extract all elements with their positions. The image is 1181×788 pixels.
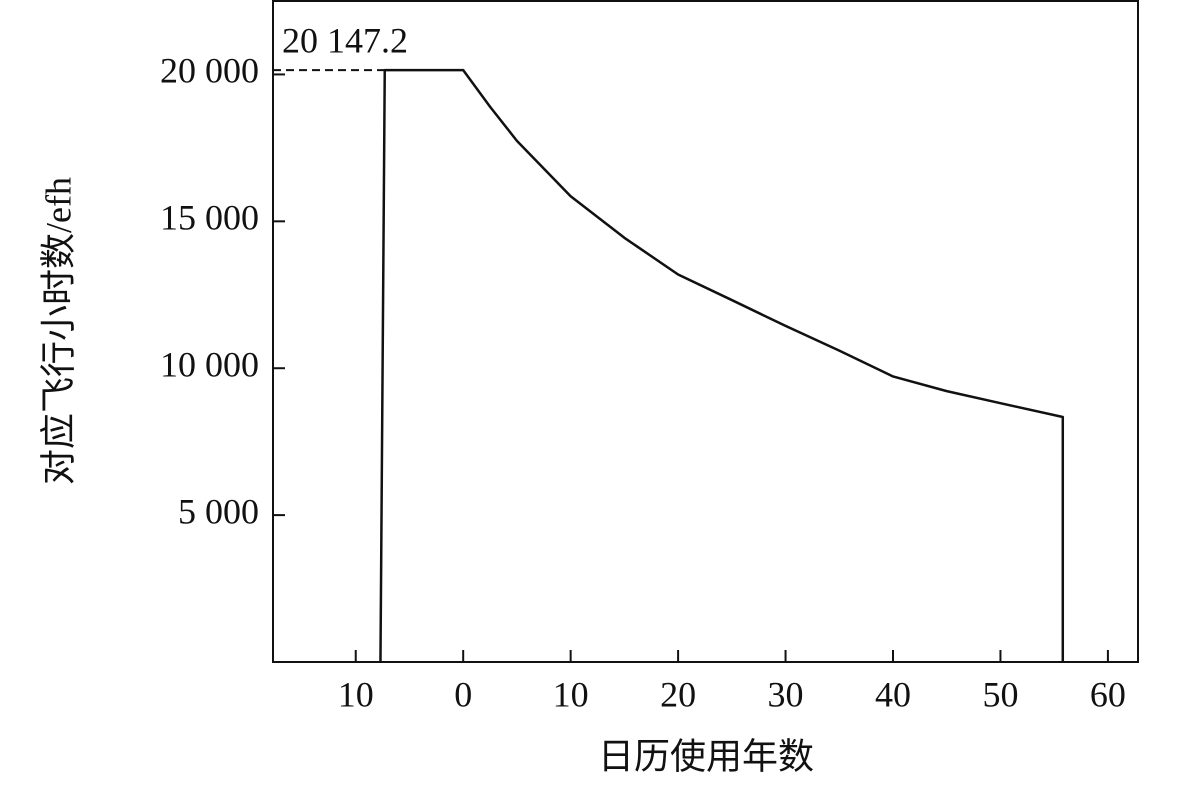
plot-frame [272,0,1139,663]
y-tick-label: 20 000 [160,51,259,91]
x-tick-label: 30 [768,674,804,714]
y-tick-label: 10 000 [160,344,259,384]
data-line [379,68,1065,663]
x-tick-label: 50 [982,674,1018,714]
x-tick-label: 0 [454,674,472,714]
y-axis-label: 对应飞行小时数/efh [38,177,78,485]
x-tick-label: 10 [338,674,374,714]
y-tick-label: 5 000 [178,491,259,531]
x-tick-label: 20 [660,674,696,714]
x-tick-label: 10 [553,674,589,714]
x-tick-label: 60 [1090,674,1126,714]
annotation-label: 20 147.2 [282,20,408,60]
x-tick-label: 40 [875,674,911,714]
y-tick-label: 15 000 [160,198,259,238]
x-axis-label: 日历使用年数 [598,736,814,776]
